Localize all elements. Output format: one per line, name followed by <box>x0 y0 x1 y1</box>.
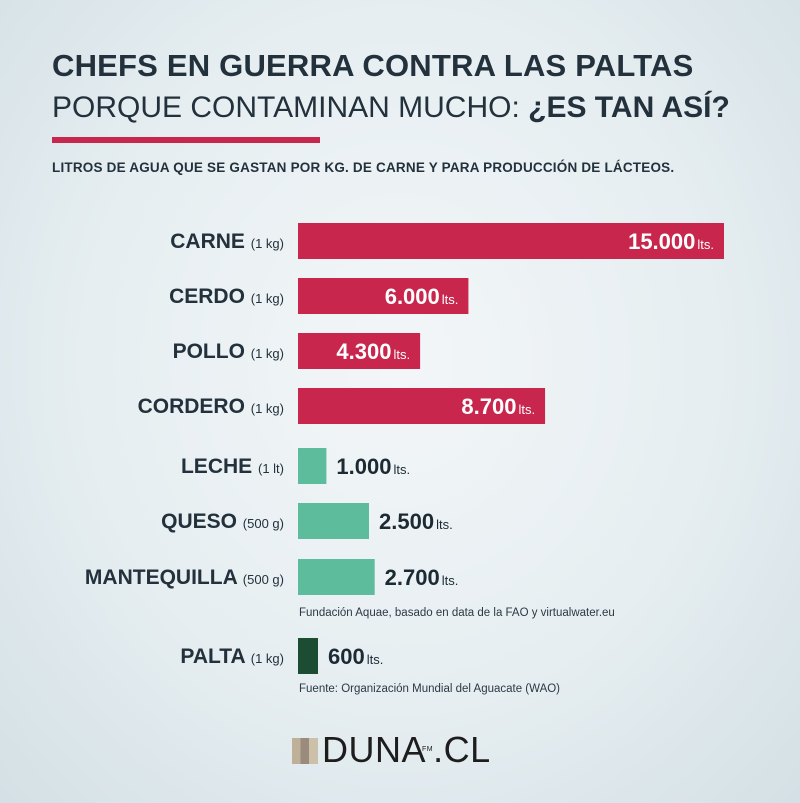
subtitle-bold: ¿ES TAN ASÍ? <box>528 91 730 124</box>
category-label-cerdo: CERDO (1 kg) <box>169 285 284 308</box>
category-label-carne: CARNE (1 kg) <box>170 230 284 253</box>
dairy-source-note: Fundación Aquae, basado en data de la FA… <box>299 607 615 619</box>
category-label-palta: PALTA (1 kg) <box>180 645 284 668</box>
accent-line <box>52 137 320 143</box>
bar-leche <box>298 448 327 484</box>
chart-title: CHEFS EN GUERRA CONTRA LAS PALTAS <box>52 48 694 83</box>
value-label-pollo: 4.300 lts. <box>336 339 410 364</box>
value-label-palta: 600 lts. <box>328 644 383 669</box>
subtitle-regular: PORQUE CONTAMINAN MUCHO: <box>52 91 529 124</box>
bar-cordero <box>298 388 546 424</box>
bar-mantequilla <box>298 559 375 595</box>
duna-logo: DUNAFM.CL <box>292 732 491 768</box>
category-label-cordero: CORDERO (1 kg) <box>138 395 284 418</box>
bar-pollo <box>298 333 421 369</box>
value-label-cordero: 8.700 lts. <box>461 394 535 419</box>
logo-mark-icon <box>292 738 318 764</box>
avocado-source-note: Fuente: Organización Mundial del Aguacat… <box>299 683 561 695</box>
bar-palta <box>298 638 318 674</box>
value-label-queso: 2.500 lts. <box>379 509 453 534</box>
value-label-carne: 15.000 lts. <box>628 229 714 254</box>
chart-subtitle-line: PORQUE CONTAMINAN MUCHO: ¿ES TAN ASÍ? <box>52 91 730 125</box>
category-label-mantequilla: MANTEQUILLA (500 g) <box>85 566 284 589</box>
logo-text: DUNAFM.CL <box>322 729 491 770</box>
value-label-mantequilla: 2.700 lts. <box>385 565 459 590</box>
bar-cerdo <box>298 278 469 314</box>
category-label-pollo: POLLO (1 kg) <box>173 340 284 363</box>
bar-queso <box>298 503 369 539</box>
category-label-queso: QUESO (500 g) <box>161 510 284 533</box>
bar-carne <box>298 223 724 259</box>
chart-description: LITROS DE AGUA QUE SE GASTAN POR KG. DE … <box>52 160 675 175</box>
value-label-cerdo: 6.000 lts. <box>385 284 459 309</box>
category-label-leche: LECHE (1 lt) <box>181 455 284 478</box>
value-label-leche: 1.000 lts. <box>336 454 410 479</box>
